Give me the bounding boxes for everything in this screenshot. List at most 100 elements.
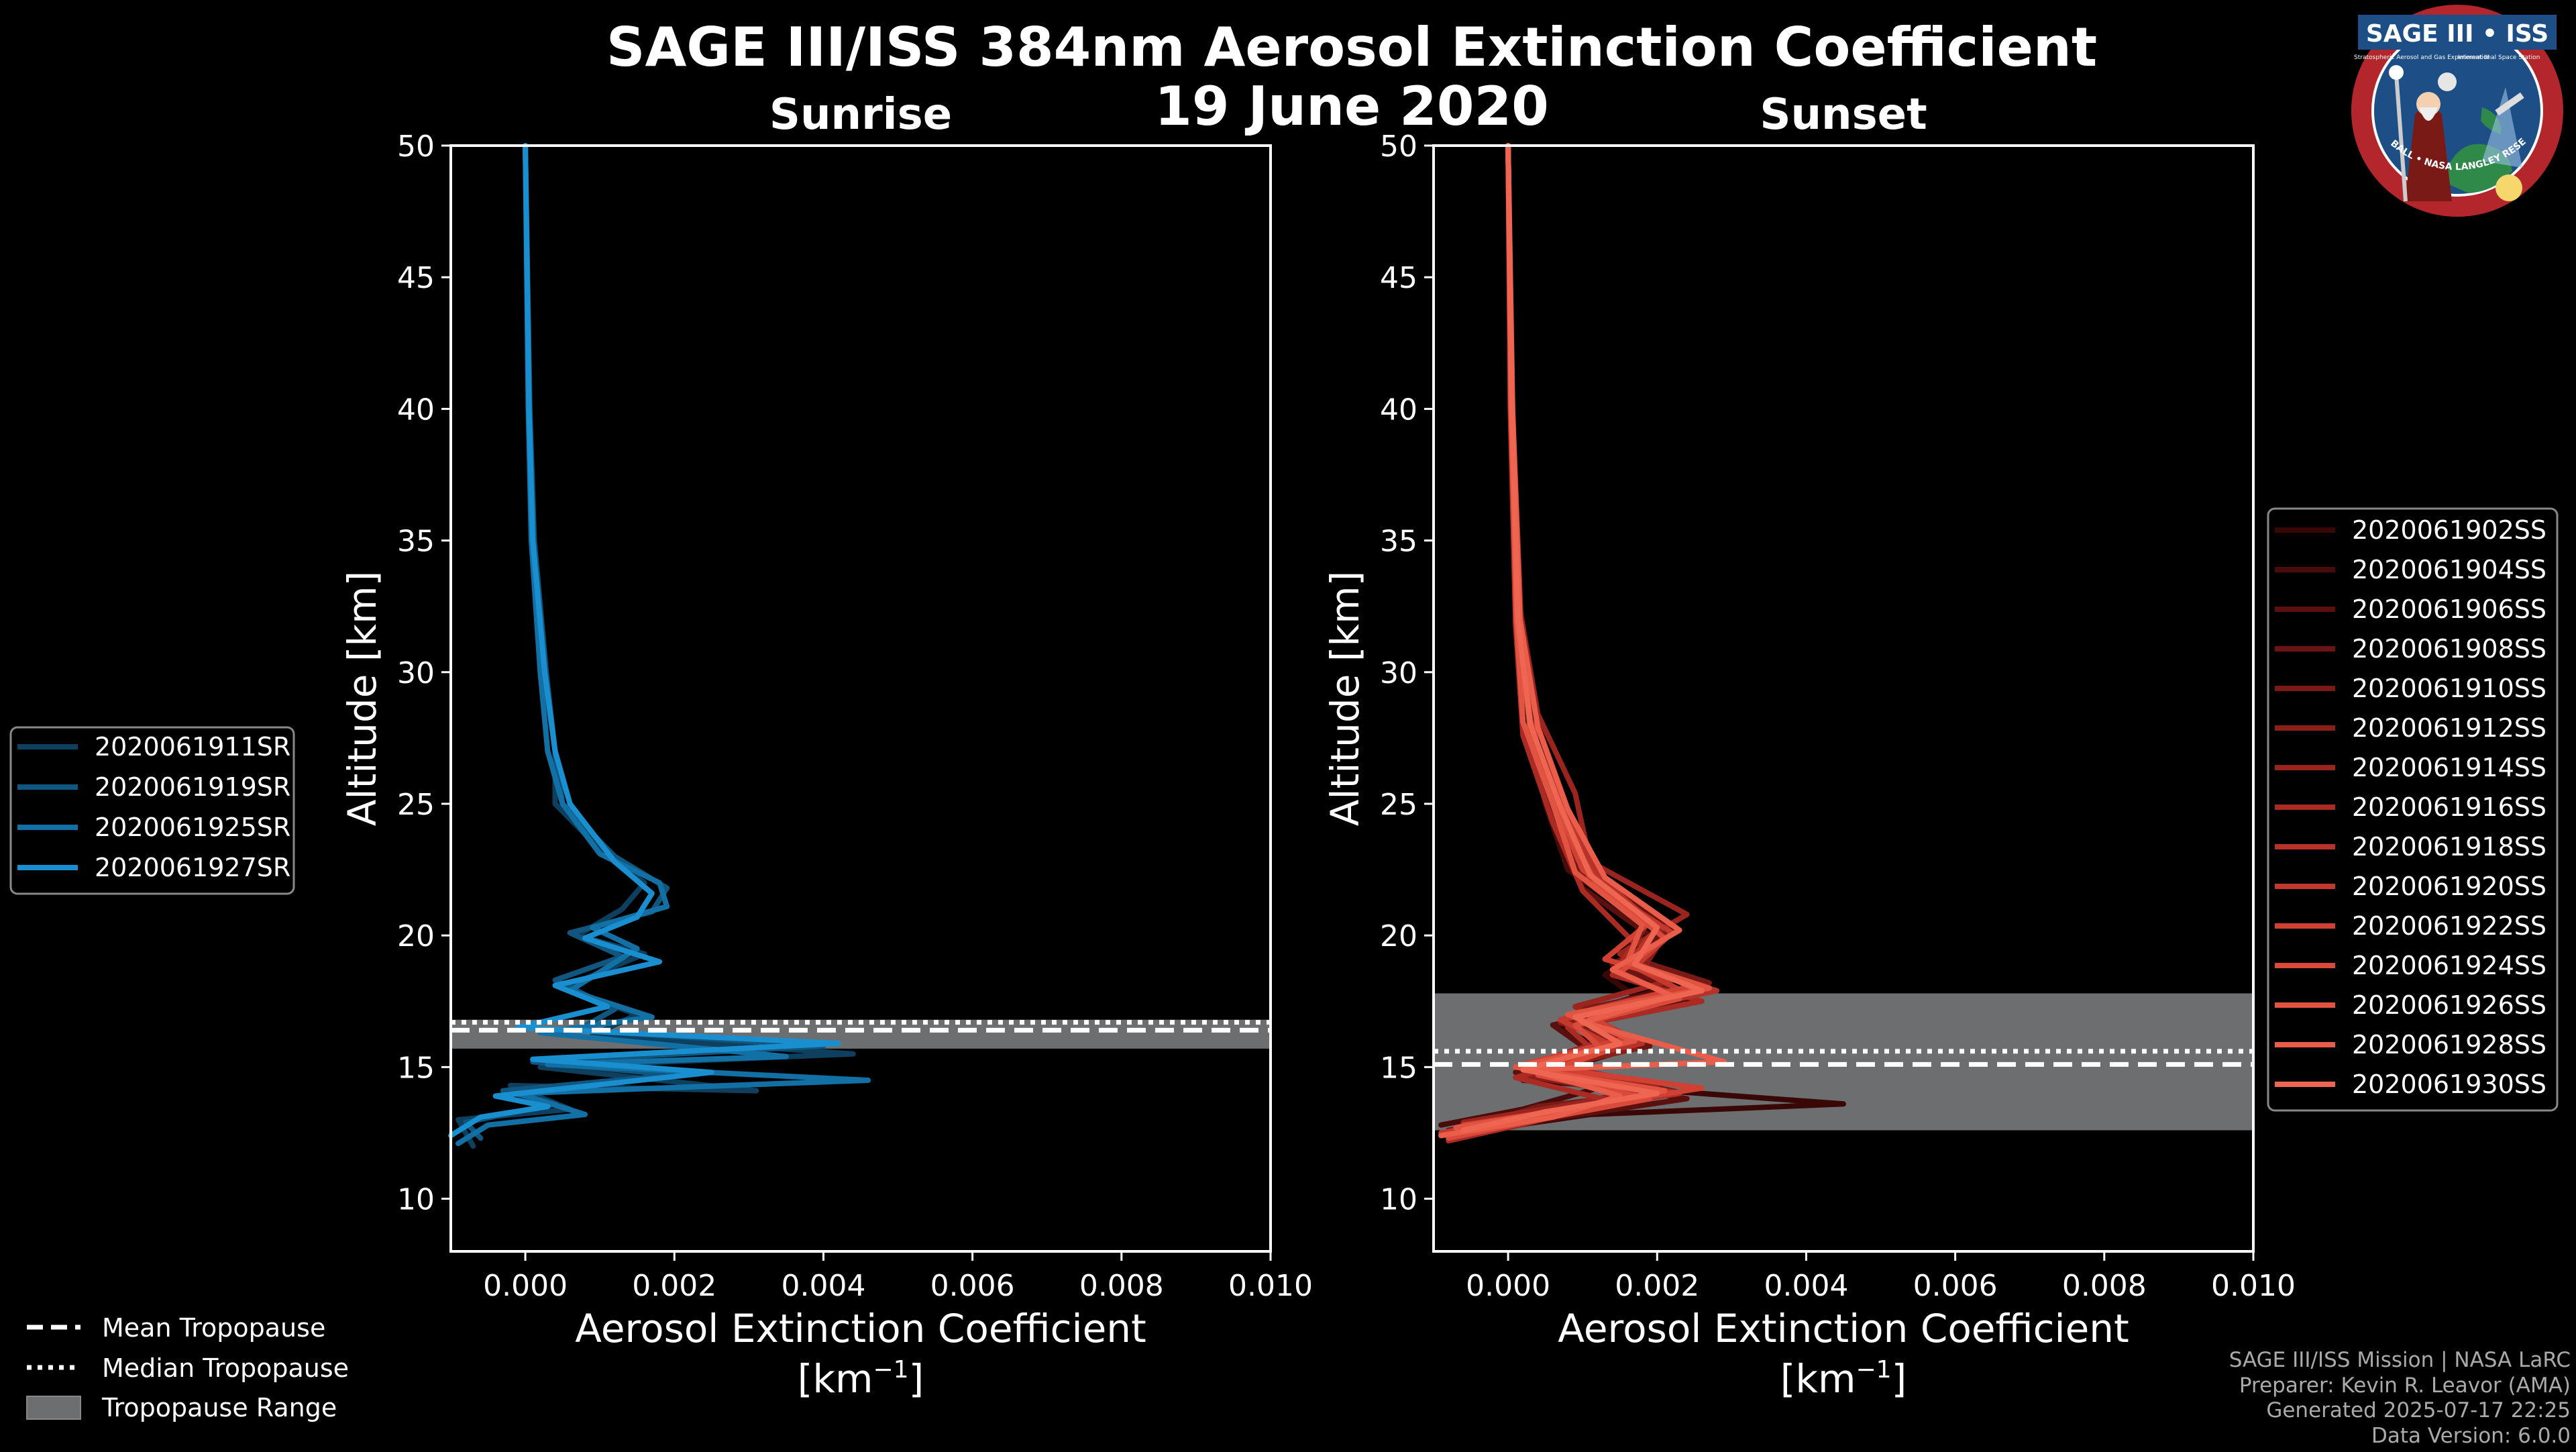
sunset-legend-label: 2020061904SS: [2352, 555, 2546, 584]
sunrise-x-tick-label: 0.006: [930, 1269, 1015, 1303]
sunset-panel-title: Sunset: [1760, 90, 1927, 140]
sunset-legend-label: 2020061930SS: [2352, 1070, 2546, 1099]
sunrise-legend-label: 2020061919SR: [95, 772, 290, 802]
sunset-series-layer: [1438, 143, 1846, 1144]
sunset-legend-label: 2020061916SS: [2352, 792, 2546, 822]
sunrise-y-tick-label: 15: [397, 1051, 435, 1085]
sunset-legend-label: 2020061920SS: [2352, 872, 2546, 901]
sunset-legend-label: 2020061924SS: [2352, 951, 2546, 980]
logo-title-text: SAGE III • ISS: [2366, 20, 2548, 48]
sunrise-y-tick-label: 20: [397, 919, 435, 953]
logo-figure-robe: [2405, 107, 2452, 201]
sunrise-unit-sup: −1: [873, 1356, 909, 1384]
sunrise-y-tick-label: 25: [397, 788, 435, 822]
sunset-legend-label: 2020061902SS: [2352, 515, 2546, 545]
sunrise-series-layer: [448, 143, 871, 1149]
logo-iss-icon: [2495, 92, 2524, 116]
sunset-tropopause-lines-layer: [1434, 1049, 2253, 1067]
sunset-x-tick-label: 0.008: [2062, 1269, 2147, 1303]
logo-staff-icon: [2394, 73, 2408, 202]
sunset-legend-label: 2020061906SS: [2352, 594, 2546, 624]
sunset-legend-label: 2020061914SS: [2352, 753, 2546, 782]
sunset-panel: Sunset 0.000 0.002 0.004 0.006 0.008 0.010 10…: [1322, 90, 2296, 1402]
sunrise-y-tick-label: 45: [397, 261, 435, 295]
sunset-legend-label: 2020061918SS: [2352, 832, 2546, 862]
sunrise-tropopause-lines-layer: [451, 1020, 1271, 1033]
sunset-x-tick-label: 0.006: [1913, 1269, 1998, 1303]
sunset-x-tick-label: 0.000: [1466, 1269, 1550, 1303]
sunset-x-ticks: 0.000 0.002 0.004 0.006 0.008 0.010: [1466, 1251, 2296, 1303]
figure-date: 19 June 2020: [1155, 75, 1549, 138]
sunset-legend-label: 2020061922SS: [2352, 911, 2546, 941]
sunrise-x-axis-unit: [km−1]: [798, 1356, 924, 1402]
logo-sun-icon: [2496, 174, 2522, 201]
logo-subtitle-right: International Space Station: [2458, 54, 2540, 61]
sunrise-legend-entries: 2020061911SR 2020061919SR 2020061925SR 2020…: [17, 732, 290, 882]
sunrise-unit-close: ]: [909, 1356, 924, 1402]
sunset-y-axis-label: Altitude [km]: [1322, 571, 1368, 826]
sunrise-series-2020061927SR: [448, 143, 841, 1139]
sunrise-y-tick-label: 10: [397, 1183, 435, 1217]
sunrise-panel-title: Sunrise: [769, 90, 952, 140]
sunrise-y-ticks: 10 15 20 25 30 35 40 45 50: [397, 129, 451, 1217]
sunrise-x-tick-label: 0.008: [1079, 1269, 1164, 1303]
sunrise-legend-box: [9, 726, 295, 895]
sunset-x-tick-label: 0.002: [1615, 1269, 1699, 1303]
sunset-y-ticks: 10 15 20 25 30 35 40 45 50: [1380, 129, 1434, 1217]
sunrise-unit-open: [km: [798, 1356, 873, 1402]
sunset-x-axis-label: Aerosol Extinction Coefficient: [1558, 1306, 2129, 1351]
sunset-legend-entries: 2020061902SS 2020061904SS 2020061906SS 2020…: [2275, 515, 2546, 1099]
sunrise-legend-label: 2020061911SR: [95, 732, 290, 762]
sunrise-y-tick-label: 35: [397, 525, 435, 559]
sunset-legend-label: 2020061912SS: [2352, 713, 2546, 743]
sunset-legend-label: 2020061926SS: [2352, 990, 2546, 1020]
sunset-legend-label: 2020061928SS: [2352, 1030, 2546, 1059]
sunrise-legend: 2020061911SR 2020061919SR 2020061925SR 2020…: [9, 726, 295, 895]
median-tropopause-label: Median Tropopause: [102, 1353, 349, 1383]
figure-title: SAGE III/ISS 384nm Aerosol Extinction Co…: [606, 16, 2097, 79]
logo-title-band: [2358, 15, 2557, 50]
sunrise-x-ticks: 0.000 0.002 0.004 0.006 0.008 0.010: [483, 1251, 1313, 1303]
credits-block: SAGE III/ISS Mission | NASA LaRC Prepare…: [2229, 1348, 2571, 1448]
sunrise-legend-label: 2020061925SR: [95, 813, 290, 842]
sunset-y-tick-label: 20: [1380, 919, 1417, 953]
sunrise-x-tick-label: 0.000: [483, 1269, 568, 1303]
sunset-x-tick-label: 0.010: [2211, 1269, 2296, 1303]
sunrise-series-2020061919SR: [463, 143, 826, 1141]
sunrise-plot-frame: [449, 144, 1272, 1253]
sunrise-y-axis-label: Altitude [km]: [339, 571, 385, 826]
sunrise-x-axis-label: Aerosol Extinction Coefficient: [575, 1306, 1146, 1351]
credit-line-2: Preparer: Kevin R. Leavor (AMA): [2239, 1373, 2571, 1398]
sunset-series-2020061928SS: [1438, 143, 1727, 1139]
sunset-y-tick-label: 15: [1380, 1051, 1417, 1085]
sunset-y-tick-label: 50: [1380, 129, 1417, 164]
sunset-y-tick-label: 10: [1380, 1183, 1417, 1217]
logo-moon-icon: [2438, 72, 2457, 91]
logo-beam-icon: [2482, 87, 2522, 168]
sunset-x-axis-unit: [km−1]: [1780, 1356, 1907, 1402]
sunrise-y-tick-label: 50: [397, 129, 435, 164]
tropopause-legend: Mean Tropopause Median Tropopause Tropop…: [26, 1313, 349, 1422]
sunrise-y-tick-label: 40: [397, 393, 435, 427]
sunset-y-tick-label: 25: [1380, 788, 1417, 822]
logo-staff-orb: [2389, 65, 2404, 80]
sunset-unit-close: ]: [1892, 1356, 1907, 1402]
sunrise-x-tick-label: 0.002: [632, 1269, 716, 1303]
tropopause-range-label: Tropopause Range: [101, 1393, 337, 1422]
credit-line-4: Data Version: 6.0.0: [2371, 1424, 2571, 1448]
sunset-y-tick-label: 35: [1380, 525, 1417, 559]
sunset-unit-open: [km: [1780, 1356, 1856, 1402]
sunset-y-tick-label: 45: [1380, 261, 1417, 295]
sunrise-legend-label: 2020061927SR: [95, 853, 290, 882]
sunset-series-2020061930SS: [1460, 143, 1705, 1133]
mean-tropopause-label: Mean Tropopause: [102, 1313, 325, 1343]
sunset-x-tick-label: 0.004: [1764, 1269, 1848, 1303]
sunrise-series-2020061925SR: [455, 143, 871, 1147]
sunrise-x-tick-label: 0.010: [1228, 1269, 1313, 1303]
sunrise-series-2020061911SR: [455, 143, 856, 1149]
sunrise-x-tick-label: 0.004: [781, 1269, 865, 1303]
sunset-legend-label: 2020061910SS: [2352, 674, 2546, 703]
sunset-legend: 2020061902SS 2020061904SS 2020061906SS 2020…: [2267, 507, 2559, 1112]
sunset-plot-frame: [1432, 144, 2255, 1253]
